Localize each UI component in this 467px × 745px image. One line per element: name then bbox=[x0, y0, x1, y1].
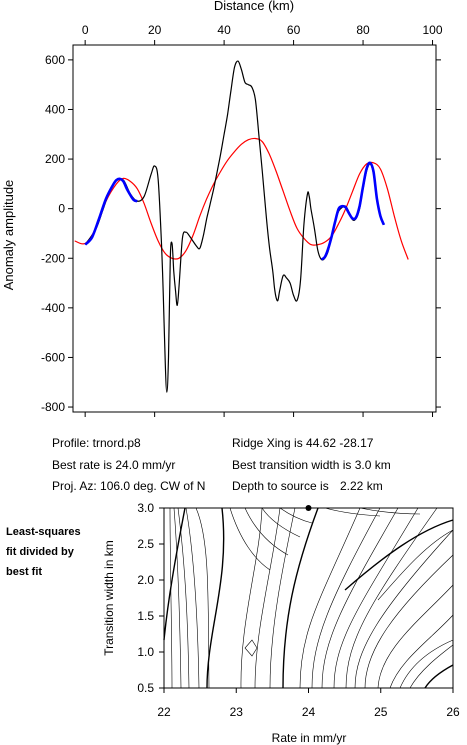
contour-line bbox=[345, 507, 438, 689]
best-fit-marker bbox=[305, 505, 312, 511]
contour-line bbox=[333, 507, 419, 689]
x-tick-label-3: 60 bbox=[287, 23, 301, 37]
contour-line bbox=[364, 554, 454, 689]
model-anomaly-line bbox=[74, 137, 409, 260]
profile-chart-frame bbox=[72, 44, 437, 413]
contour-line bbox=[399, 639, 454, 689]
y-tick-label-1: -600 bbox=[41, 350, 65, 364]
width-tick-label-1: 1.0 bbox=[137, 645, 154, 659]
contour-line bbox=[185, 507, 200, 689]
contour-line bbox=[299, 507, 361, 689]
contour-line bbox=[324, 507, 381, 517]
width-tick-label-4: 2.5 bbox=[137, 537, 154, 551]
contour-line bbox=[244, 639, 258, 657]
contour-line bbox=[229, 507, 271, 571]
contour-line bbox=[195, 507, 210, 689]
contour-line bbox=[269, 507, 296, 689]
contour-line bbox=[321, 507, 399, 689]
y-tick-label-6: 400 bbox=[45, 102, 65, 116]
contour-line bbox=[173, 507, 182, 689]
contour-chart: Rate in mm/yr Transition width in km 22 2… bbox=[102, 501, 460, 745]
best-rate-label: Best rate is 24.0 mm/yr bbox=[52, 458, 175, 472]
contour-line bbox=[206, 507, 225, 689]
profile-chart: Distance (km) Anomaly amplitude 0 20 40 60 8… bbox=[1, 0, 443, 417]
y-tick-label-4: 0 bbox=[58, 202, 65, 216]
y-tick-label-3: -200 bbox=[41, 251, 65, 265]
contour-line bbox=[377, 584, 454, 689]
contour-line bbox=[409, 644, 454, 689]
side-note-line-2: fit divided by bbox=[6, 546, 75, 558]
x-tick-label-0: 0 bbox=[82, 23, 89, 37]
transition-axis-label: Transition width in km bbox=[102, 540, 116, 656]
contour-line bbox=[377, 529, 454, 601]
contour-line bbox=[311, 507, 381, 689]
x-tick-label-4: 80 bbox=[356, 23, 370, 37]
rate-tick-label-1: 23 bbox=[230, 705, 244, 719]
fitted-segment-line bbox=[84, 177, 138, 246]
contour-line bbox=[279, 507, 313, 524]
contour-line bbox=[254, 507, 281, 689]
width-tick-label-0: 0.5 bbox=[137, 681, 154, 695]
observed-anomaly-line bbox=[84, 60, 385, 393]
contour-line bbox=[244, 507, 289, 556]
contour-line bbox=[240, 507, 263, 689]
y-axis-label: Anomaly amplitude bbox=[1, 180, 16, 291]
contour-line bbox=[424, 664, 454, 689]
proj-az-label: Proj. Az: 106.0 deg. CW of N bbox=[52, 479, 205, 493]
rate-axis-label: Rate in mm/yr bbox=[272, 731, 347, 745]
contour-line bbox=[359, 507, 421, 515]
ridge-xing-label: Ridge Xing is 44.62 -28.17 bbox=[232, 436, 374, 450]
x-axis-label: Distance (km) bbox=[214, 0, 294, 13]
contour-line bbox=[261, 507, 301, 538]
rate-tick-label-0: 22 bbox=[157, 705, 171, 719]
x-tick-label-2: 40 bbox=[217, 23, 231, 37]
profile-label: Profile: trnord.p8 bbox=[52, 436, 141, 450]
info-panel: Profile: trnord.p8 Ridge Xing is 44.62 -… bbox=[52, 436, 391, 493]
rate-tick-label-2: 24 bbox=[302, 705, 316, 719]
side-note-line-1: Least-squares bbox=[6, 526, 81, 538]
rate-tick-label-3: 25 bbox=[374, 705, 388, 719]
contour-line bbox=[282, 507, 319, 689]
side-note: Least-squares fit divided by best fit bbox=[6, 526, 81, 578]
x-tick-label-5: 100 bbox=[423, 23, 443, 37]
contour-line bbox=[389, 614, 454, 689]
contour-line bbox=[354, 529, 454, 689]
width-tick-label-3: 2.0 bbox=[137, 573, 154, 587]
y-tick-label-0: -800 bbox=[41, 400, 65, 414]
contour-line bbox=[169, 507, 173, 689]
width-tick-label-2: 1.5 bbox=[137, 609, 154, 623]
fitted-segment-line-2 bbox=[320, 161, 386, 261]
y-tick-label-5: 200 bbox=[45, 152, 65, 166]
x-tick-label-1: 20 bbox=[148, 23, 162, 37]
rate-tick-label-4: 26 bbox=[446, 705, 460, 719]
side-note-line-3: best fit bbox=[6, 566, 42, 578]
y-tick-label-7: 600 bbox=[45, 53, 65, 67]
width-tick-label-5: 3.0 bbox=[137, 501, 154, 515]
contour-line bbox=[344, 519, 454, 591]
depth-value: 2.22 km bbox=[340, 479, 383, 493]
y-tick-label-2: -400 bbox=[41, 301, 65, 315]
depth-label: Depth to source is bbox=[232, 479, 329, 493]
best-transition-label: Best transition width is 3.0 km bbox=[232, 458, 391, 472]
contour-line bbox=[163, 507, 186, 641]
